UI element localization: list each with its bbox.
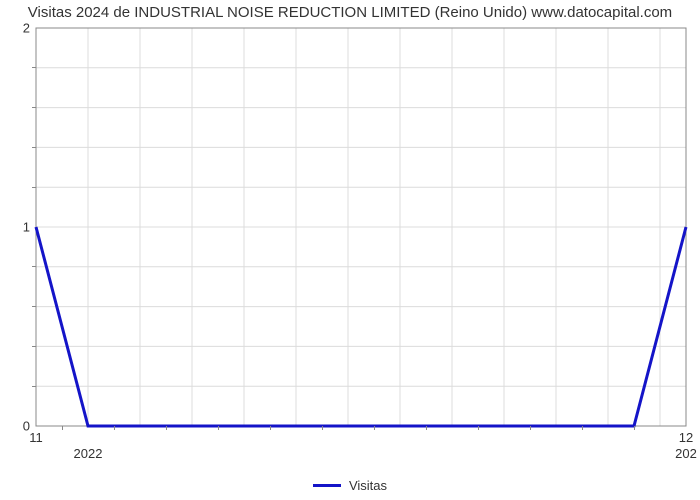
series-line	[36, 227, 686, 426]
y-axis-tick-label: 1	[23, 220, 30, 235]
y-axis-minor-tick	[32, 107, 36, 108]
x-axis-minor-tick	[218, 426, 219, 430]
x-axis-minor-tick	[374, 426, 375, 430]
legend-label: Visitas	[349, 478, 387, 493]
x-axis-minor-tick	[270, 426, 271, 430]
y-axis-minor-tick	[32, 147, 36, 148]
chart-title: Visitas 2024 de INDUSTRIAL NOISE REDUCTI…	[0, 4, 700, 21]
chart-legend: Visitas	[0, 474, 700, 493]
x-axis-minor-tick	[322, 426, 323, 430]
x-axis-minor-tick	[166, 426, 167, 430]
y-axis-minor-tick	[32, 386, 36, 387]
y-axis-minor-tick	[32, 67, 36, 68]
x-axis-minor-tick	[582, 426, 583, 430]
x-axis-sub-label: 2022	[74, 446, 103, 461]
y-axis-minor-tick	[32, 346, 36, 347]
y-axis-tick-label: 2	[23, 21, 30, 36]
x-axis-sub-label: 202	[675, 446, 697, 461]
x-axis-minor-tick	[114, 426, 115, 430]
x-axis-minor-tick	[530, 426, 531, 430]
x-axis-minor-tick	[62, 426, 63, 430]
x-axis-minor-tick	[426, 426, 427, 430]
x-axis-minor-tick	[634, 426, 635, 430]
y-axis-minor-tick	[32, 187, 36, 188]
x-axis-minor-tick	[478, 426, 479, 430]
chart-plot-area: 01211122022202	[36, 28, 686, 426]
y-axis-minor-tick	[32, 266, 36, 267]
x-axis-tick-label: 11	[29, 430, 43, 445]
x-axis-tick-label: 12	[679, 430, 693, 445]
legend-swatch	[313, 484, 341, 487]
y-axis-minor-tick	[32, 306, 36, 307]
chart-svg	[36, 28, 686, 426]
